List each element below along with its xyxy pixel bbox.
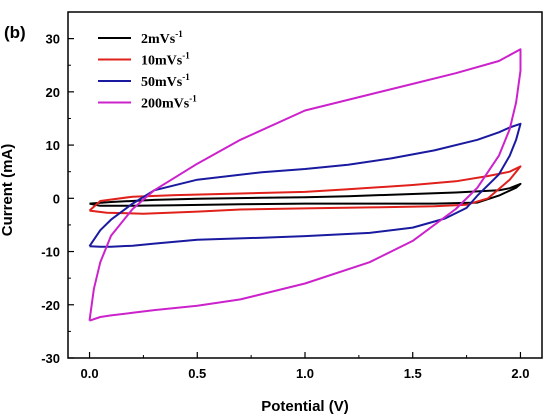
y-tick-label: -10 bbox=[41, 245, 60, 260]
x-tick-label: 1.5 bbox=[404, 366, 422, 381]
y-tick-label: -20 bbox=[41, 298, 60, 313]
x-tick-label: 2.0 bbox=[511, 366, 529, 381]
plot-frame bbox=[67, 11, 543, 359]
y-tick-label: 10 bbox=[46, 138, 60, 153]
series-line-10mvs bbox=[88, 165, 522, 215]
x-axis-title: Potential (V) bbox=[261, 398, 349, 415]
panel-label: (b) bbox=[4, 23, 26, 42]
legend: 2mVs-1 10mVs-1 50mVs-1 200mVs-1 bbox=[98, 29, 197, 112]
tick-layer: 0.0 0.5 1.0 1.5 2.0 -30 -20 -10 0 10 20 30 bbox=[41, 32, 529, 381]
y-tick-label: 0 bbox=[53, 191, 60, 206]
y-axis-title: Current (mA) bbox=[0, 144, 16, 237]
series-line-50mvs bbox=[88, 122, 522, 248]
y-tick-label: 20 bbox=[46, 85, 60, 100]
legend-label: 2mVs-1 bbox=[141, 29, 183, 47]
y-tick-label: -30 bbox=[41, 351, 60, 366]
x-tick-label: 0.5 bbox=[188, 366, 206, 381]
x-tick-label: 0.0 bbox=[81, 366, 99, 381]
series-line-200mvs bbox=[88, 48, 522, 322]
series-line-2mvs bbox=[89, 182, 522, 207]
y-tick-label: 30 bbox=[46, 32, 60, 47]
legend-label: 200mVs-1 bbox=[141, 94, 197, 112]
legend-label: 50mVs-1 bbox=[141, 72, 190, 90]
series-layer bbox=[88, 48, 522, 322]
legend-label: 10mVs-1 bbox=[141, 51, 190, 69]
x-tick-label: 1.0 bbox=[296, 366, 314, 381]
